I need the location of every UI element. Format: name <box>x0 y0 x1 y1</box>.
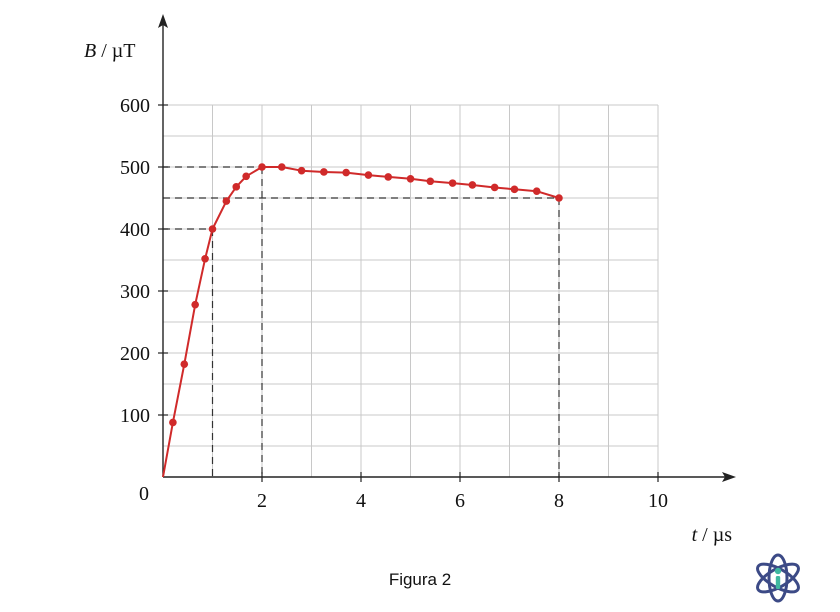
y-tick-label: 600 <box>120 95 150 117</box>
data-point <box>510 185 519 194</box>
tick-labels: 2 4 6 8 10 100 200 300 400 500 600 <box>120 95 668 512</box>
data-point <box>490 183 499 192</box>
data-point <box>384 173 393 181</box>
axes <box>158 14 736 482</box>
x-tick-label: 10 <box>648 490 668 512</box>
data-point <box>406 174 415 183</box>
y-tick-label: 200 <box>120 343 150 365</box>
x-tick-label: 2 <box>257 490 267 512</box>
x-tick-label: 6 <box>455 490 465 512</box>
y-axis-label: B / µT <box>84 40 136 62</box>
data-point <box>555 194 563 202</box>
x-tick-label: 4 <box>356 490 366 512</box>
figure-caption: Figura 2 <box>388 570 452 589</box>
x-axis-arrow-icon <box>722 472 736 482</box>
data-point <box>320 168 328 176</box>
y-tick-label: 500 <box>120 157 150 179</box>
data-point <box>278 163 286 171</box>
data-point <box>342 168 350 177</box>
y-tick-label: 400 <box>120 219 150 241</box>
data-point <box>468 181 477 189</box>
series-b <box>162 163 563 478</box>
data-point <box>258 163 266 171</box>
y-tick-label: 300 <box>120 281 150 303</box>
data-point <box>180 360 189 368</box>
x-tick-label: 8 <box>554 490 564 512</box>
data-point <box>426 177 435 186</box>
atom-info-icon <box>756 553 800 603</box>
y-axis-arrow-icon <box>158 14 168 28</box>
data-point <box>448 179 457 187</box>
data-point <box>169 418 177 427</box>
data-point <box>232 183 241 191</box>
data-point <box>297 166 306 175</box>
grid <box>163 104 659 477</box>
data-point <box>532 187 541 195</box>
data-point <box>208 225 217 233</box>
data-point <box>242 172 250 181</box>
y-tick-label: 100 <box>120 405 150 427</box>
data-point <box>201 254 209 263</box>
x-axis-label: t / µs <box>692 524 733 546</box>
data-point <box>191 300 199 309</box>
origin-label: 0 <box>139 483 149 505</box>
data-point <box>364 171 373 179</box>
data-point <box>222 197 231 205</box>
